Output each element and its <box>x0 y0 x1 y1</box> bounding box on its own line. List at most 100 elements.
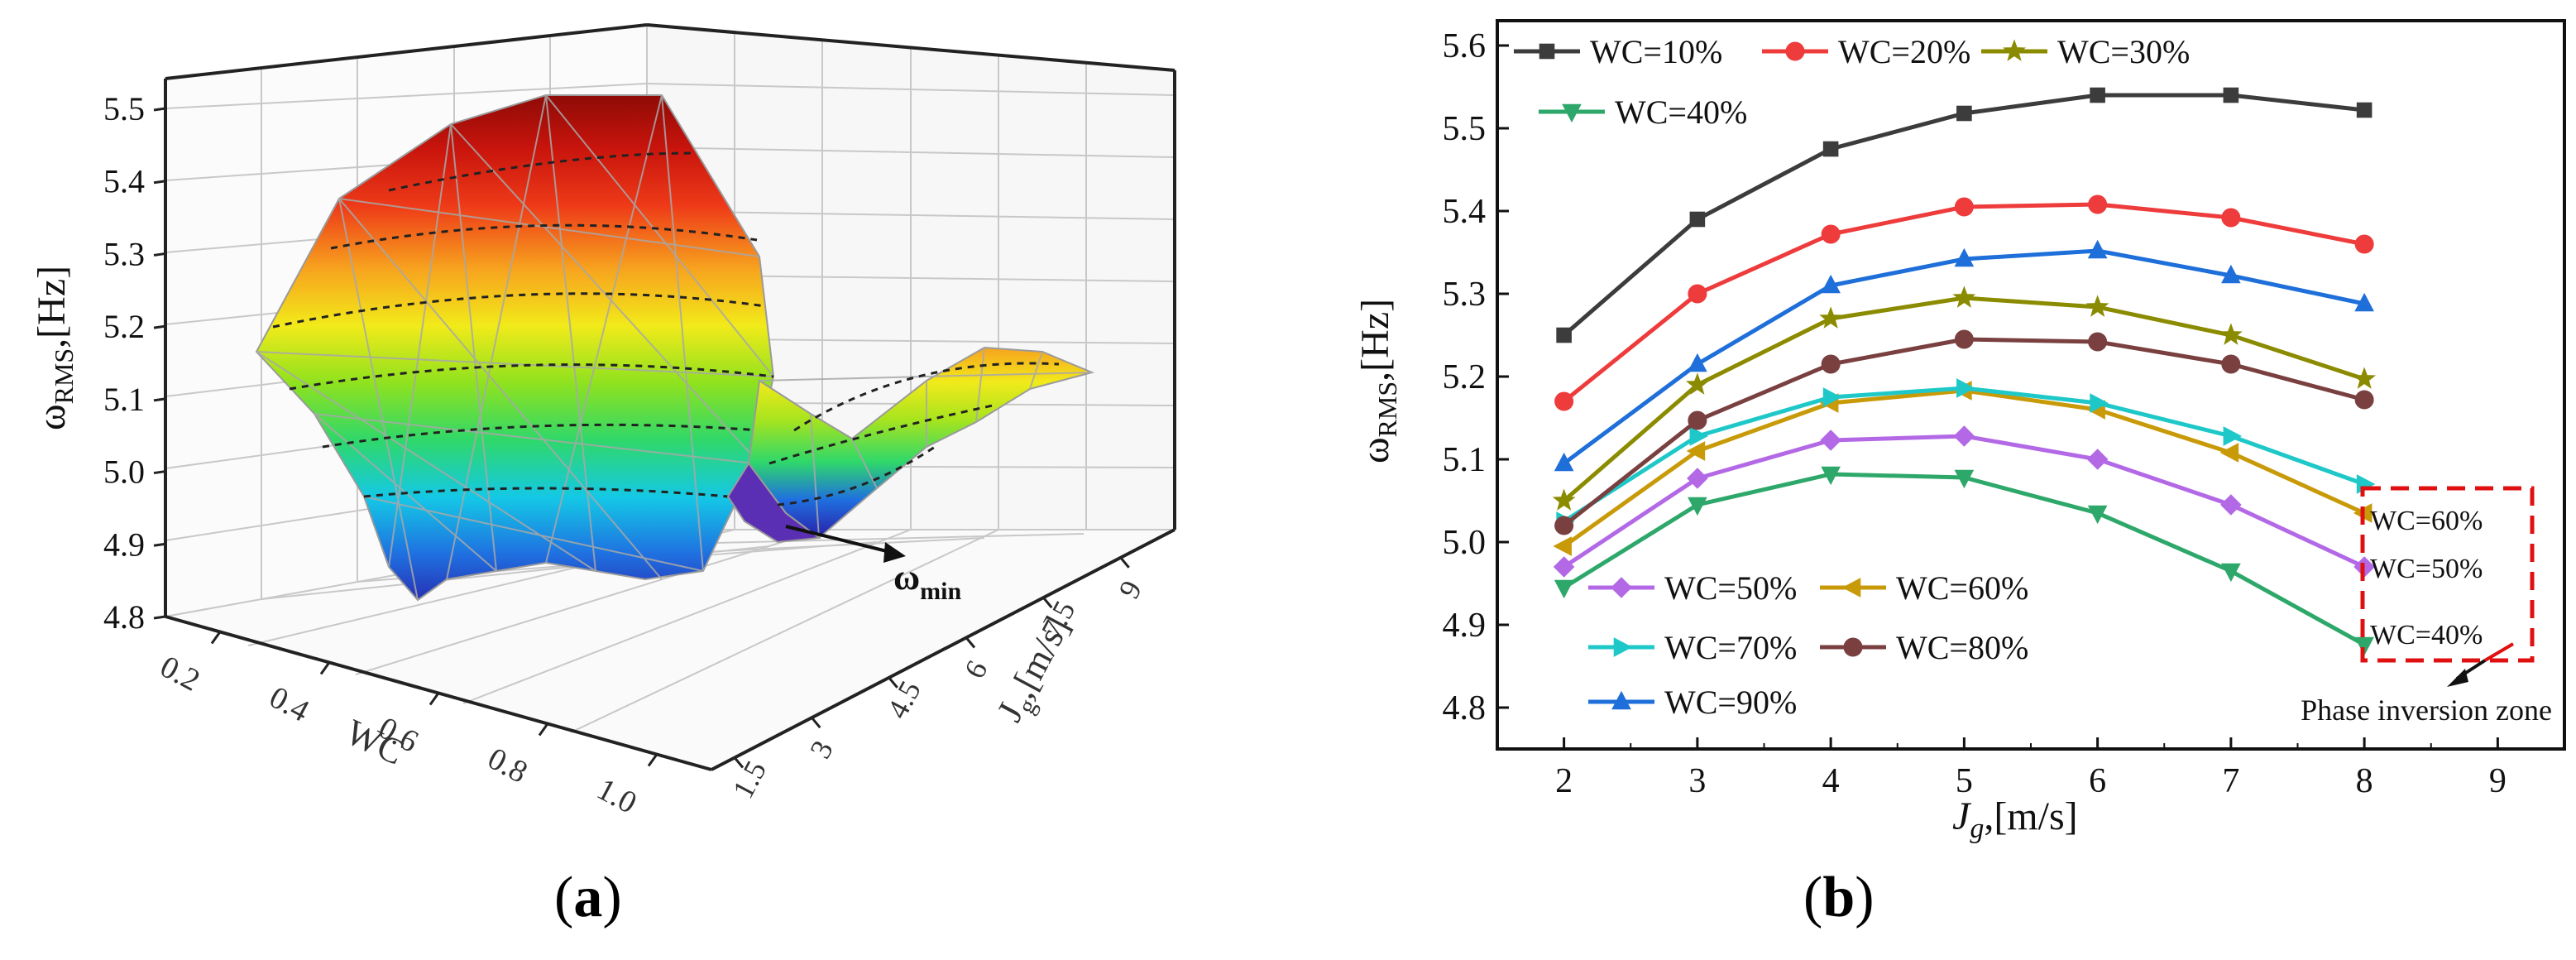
surface-chart: ωmin 4.84.95.05.15.25.35.45.5 0.20.40.60… <box>30 23 1176 821</box>
plot-frame <box>1496 19 2566 751</box>
data-point <box>1956 105 1972 122</box>
z-tick-mark <box>153 180 166 185</box>
legend-marker <box>1611 577 1632 598</box>
jg-tick-mark <box>811 717 821 729</box>
wc-tick-mark <box>210 631 222 645</box>
data-point <box>1953 425 1975 447</box>
y-tick-label: 5.0 <box>1443 524 1487 562</box>
legend-label: WC=20% <box>1838 33 1970 70</box>
legend-label: WC=50% <box>1664 569 1797 607</box>
z-tick-label: 4.8 <box>103 598 145 636</box>
y-tick-label: 5.2 <box>1443 358 1487 396</box>
y-tick-label: 5.4 <box>1443 193 1487 231</box>
data-point <box>1689 211 1706 228</box>
series-wc30 <box>1552 286 2377 511</box>
series-wc10 <box>1556 87 2373 343</box>
panel-label-a: (a) <box>554 866 622 929</box>
z-tick-label: 5.0 <box>103 454 145 491</box>
z-tick-mark <box>153 397 166 402</box>
data-point <box>1821 354 1841 374</box>
legend-item: WC=10% <box>1514 33 1722 70</box>
data-point <box>1554 391 1574 411</box>
z-tick-label: 4.9 <box>103 526 145 563</box>
data-point <box>1954 197 1974 217</box>
legend-item: WC=50% <box>1588 569 1797 607</box>
y-tick-label: 4.9 <box>1443 607 1487 645</box>
y-tick-label: 5.3 <box>1443 276 1487 314</box>
data-point <box>1688 410 1707 430</box>
x-tick-label: 2 <box>1555 762 1573 800</box>
data-point <box>1819 306 1843 329</box>
data-point <box>1685 372 1709 395</box>
jg-tick-mark <box>733 756 745 769</box>
x-tick-label: 5 <box>1956 762 1973 800</box>
data-point <box>1820 430 1841 451</box>
zone-label-40: WC=40% <box>2370 620 2483 650</box>
data-point <box>2219 443 2239 463</box>
data-point <box>2087 239 2108 259</box>
jg-tick-label: 6 <box>958 655 994 684</box>
data-point <box>2354 292 2374 312</box>
data-point <box>2354 636 2374 656</box>
data-point <box>2090 393 2109 413</box>
legend-marker <box>1843 637 1863 657</box>
legend-label: WC=90% <box>1664 684 1797 721</box>
z-tick-mark <box>153 324 166 329</box>
series-wc80 <box>1554 329 2374 535</box>
y-tick-label: 5.6 <box>1443 27 1487 65</box>
wc-tick-label: 0.2 <box>155 649 206 698</box>
jg-tick-label: 1.5 <box>726 756 773 804</box>
wc-tick-mark <box>319 661 331 675</box>
jg-tick-label: 4.5 <box>880 675 926 724</box>
data-point <box>1822 387 1842 407</box>
panel-a: ωmin 4.8 4.9 5.0 5.1 5.2 5.3 5.4 5.5 0.2 0.4 0.6 0… <box>0 0 1290 956</box>
data-point <box>1956 378 1975 398</box>
data-point <box>2088 194 2108 214</box>
wc-tick-mark <box>538 722 549 737</box>
legend-item: WC=60% <box>1820 569 2028 607</box>
data-point <box>2088 332 2108 352</box>
data-point <box>1821 274 1841 294</box>
data-point <box>1554 579 1574 599</box>
z-tick-label: 5.3 <box>103 235 145 272</box>
data-point <box>2354 234 2374 254</box>
z-axis-label: ωRMS,[Hz] <box>30 266 79 430</box>
series-group <box>1552 87 2377 656</box>
data-point <box>1553 536 1572 556</box>
phase-inversion-label: Phase inversion zone <box>2301 694 2552 727</box>
data-point <box>2086 449 2109 470</box>
legend-marker <box>2003 39 2026 61</box>
data-point <box>2353 367 2377 389</box>
data-point <box>2221 208 2241 228</box>
z-tick-mark <box>153 615 166 620</box>
data-point <box>2085 295 2109 317</box>
data-point <box>1686 441 1706 461</box>
surface-main <box>255 94 775 602</box>
legend-item: WC=90% <box>1588 684 1797 721</box>
legend-marker <box>1613 637 1633 657</box>
data-point <box>1688 497 1707 516</box>
data-point <box>2221 264 2241 284</box>
data-point <box>1554 516 1574 535</box>
jg-tick-label: 3 <box>803 735 840 764</box>
series-wc50 <box>1553 425 2375 578</box>
jg-tick-mark <box>965 636 976 649</box>
data-point <box>1687 468 1708 489</box>
axis-ticks: 2 3 4 5 6 7 8 9 4.8 4.9 5.0 5.1 5.2 5.3 5.4 5.5 5.6 <box>1443 27 2565 800</box>
wc-tick-label: 0.4 <box>264 679 315 728</box>
legend-marker <box>1562 103 1582 123</box>
series-wc20 <box>1554 194 2374 411</box>
z-tick-label: 5.2 <box>103 308 145 345</box>
data-point <box>1952 286 1976 308</box>
x-tick-label: 9 <box>2489 762 2507 800</box>
data-point <box>1954 247 1975 267</box>
surface-saddle <box>726 346 1095 544</box>
data-point <box>2220 494 2242 516</box>
data-point <box>1821 466 1841 486</box>
legend-marker <box>1611 690 1631 710</box>
line-chart: 2 3 4 5 6 7 8 9 4.8 4.9 5.0 5.1 5.2 5.3 5.4 5.5 5.6 WC=1… <box>1353 19 2566 844</box>
z-tick-mark <box>153 470 166 475</box>
jg-tick-mark <box>1119 556 1130 569</box>
legend-label: WC=80% <box>1896 629 2028 666</box>
legend-item: WC=30% <box>1981 33 2190 70</box>
